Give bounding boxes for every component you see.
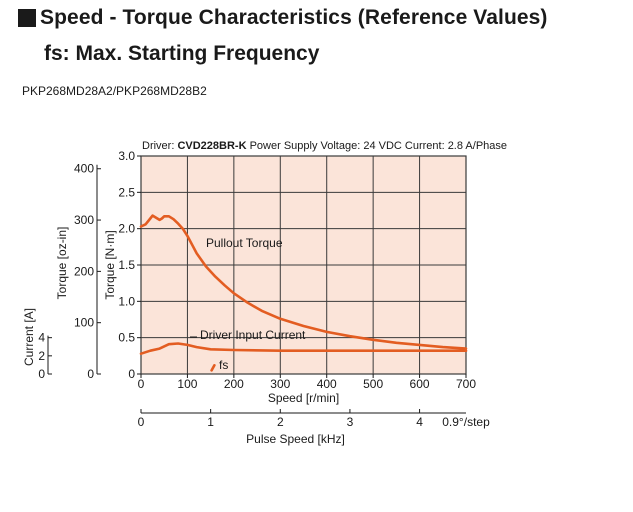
pullout-torque-curve — [139, 214, 468, 350]
x-tick-label: 300 — [270, 377, 290, 391]
oz-tick-label: 200 — [74, 264, 94, 278]
x-tick-label: 600 — [410, 377, 430, 391]
pulse-tick-label: 4 — [416, 415, 423, 429]
page-subtitle: fs: Max. Starting Frequency — [44, 42, 320, 65]
oz-tick-label: 100 — [74, 316, 94, 330]
x-tick-label: 0 — [138, 377, 145, 391]
x-tick-label: 100 — [177, 377, 197, 391]
supply-conditions: Power Supply Voltage: 24 VDC Current: 2.… — [247, 140, 507, 152]
title-row: Speed - Torque Characteristics (Referenc… — [18, 6, 548, 30]
model-numbers: PKP268MD28A2/PKP268MD28B2 — [22, 84, 207, 98]
y-tick-label: 1.5 — [118, 258, 135, 272]
pulse-tick-label: 0 — [138, 415, 145, 429]
x-tick-label: 200 — [224, 377, 244, 391]
y-tick-label: 3.0 — [118, 149, 135, 163]
pullout-torque-label: Pullout Torque — [206, 236, 283, 250]
pulse-tick-label: 1 — [207, 415, 214, 429]
y-tick-label: 1.0 — [118, 294, 135, 308]
y-tick-label: 2.0 — [118, 222, 135, 236]
x-tick-label: 400 — [317, 377, 337, 391]
y-tick-label: 0.5 — [118, 331, 135, 345]
driver-input-current-label: Driver Input Current — [200, 328, 306, 342]
y-tick-label: 0 — [128, 367, 135, 381]
oz-tick-label: 0 — [87, 367, 94, 381]
fs-label: fs — [219, 358, 228, 372]
step-angle-note: 0.9°/step — [442, 415, 490, 429]
current-tick-label: 2 — [38, 349, 45, 363]
x-axis-label: Speed [r/min] — [268, 391, 339, 405]
chart-conditions: Driver: CVD228BR-K Power Supply Voltage:… — [142, 140, 507, 152]
pulse-axis-label: Pulse Speed [kHz] — [246, 432, 345, 446]
pulse-tick-label: 3 — [347, 415, 354, 429]
title-square-bullet — [18, 9, 36, 27]
current-tick-label: 4 — [38, 331, 45, 345]
fs-marker — [210, 364, 216, 372]
current-axis-label: Current [A] — [22, 308, 36, 366]
driver-label: Driver: — [142, 140, 177, 152]
y-axis-label: Torque [N·m] — [103, 230, 117, 299]
page-title: Speed - Torque Characteristics (Referenc… — [40, 6, 548, 29]
driver-input-current-curve — [139, 342, 468, 355]
oz-tick-label: 400 — [74, 162, 94, 176]
driver-model: CVD228BR-K — [177, 140, 246, 152]
oz-tick-label: 300 — [74, 213, 94, 227]
y-tick-label: 2.5 — [118, 185, 135, 199]
x-tick-label: 700 — [456, 377, 476, 391]
pulse-tick-label: 2 — [277, 415, 284, 429]
oz-axis-label: Torque [oz-in] — [55, 227, 69, 300]
x-tick-label: 500 — [363, 377, 383, 391]
current-tick-label: 0 — [38, 367, 45, 381]
